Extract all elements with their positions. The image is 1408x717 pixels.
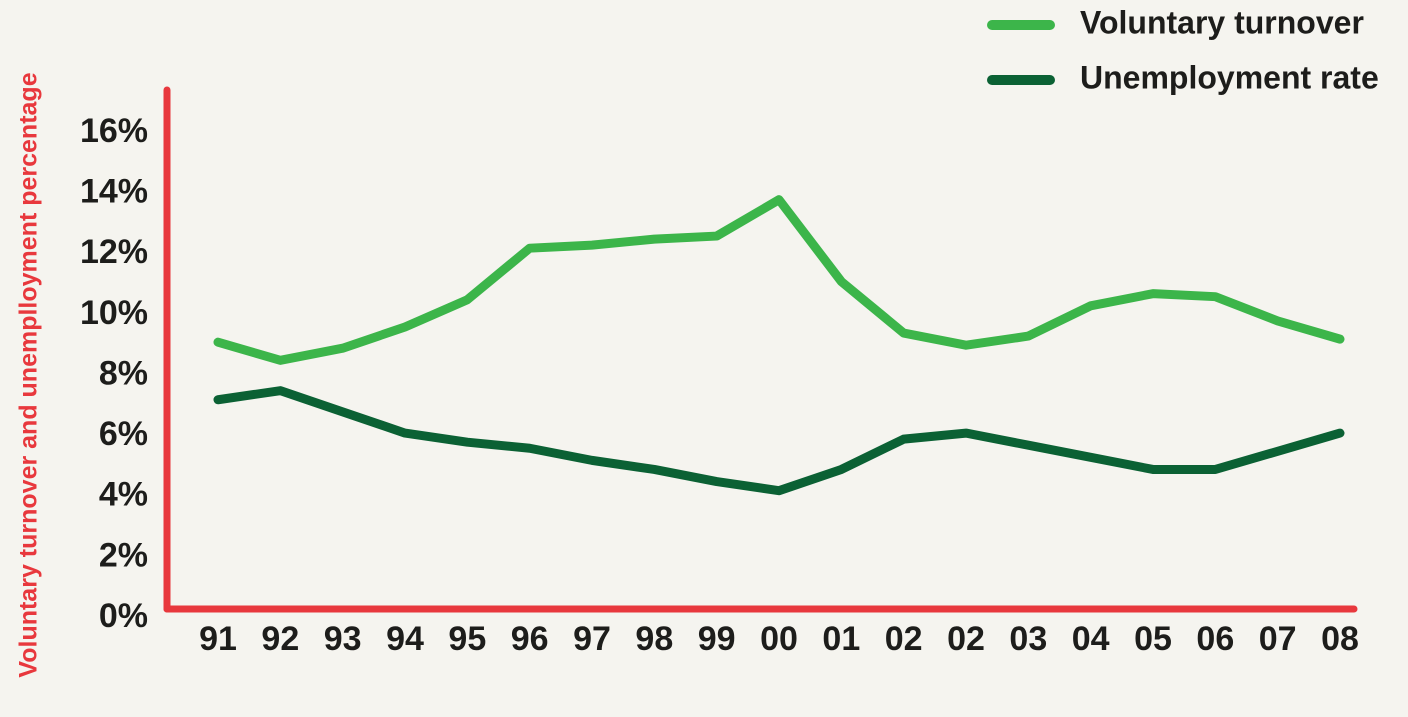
x-tick-label: 99 [698, 620, 736, 658]
x-tick-label: 00 [760, 620, 798, 658]
x-tick-label: 95 [448, 620, 486, 658]
x-tick-label: 93 [324, 620, 362, 658]
x-tick-label: 03 [1009, 620, 1047, 658]
y-tick-label: 8% [99, 354, 148, 392]
x-tick-label: 92 [261, 620, 299, 658]
y-tick-label: 16% [80, 112, 148, 150]
y-tick-label: 12% [80, 233, 148, 271]
y-tick-label: 2% [99, 536, 148, 574]
x-tick-label: 01 [822, 620, 860, 658]
x-tick-label: 02 [885, 620, 923, 658]
x-tick-label: 07 [1259, 620, 1297, 658]
y-axis-label: Voluntary turnover and unemplloyment per… [15, 72, 43, 677]
y-tick-label: 14% [80, 173, 148, 211]
x-tick-label: 05 [1134, 620, 1172, 658]
x-tick-label: 06 [1196, 620, 1234, 658]
legend-label: Unemployment rate [1080, 59, 1379, 95]
y-tick-label: 6% [99, 415, 148, 453]
x-tick-label: 08 [1321, 620, 1359, 658]
x-tick-label: 96 [511, 620, 549, 658]
x-tick-label: 97 [573, 620, 611, 658]
x-tick-label: 94 [386, 620, 424, 658]
y-tick-label: 4% [99, 476, 148, 514]
y-tick-label: 0% [99, 597, 148, 635]
line-series [213, 195, 1345, 365]
x-tick-label: 91 [199, 620, 237, 658]
legend-label: Voluntary turnover [1080, 4, 1364, 40]
x-tick-label: 98 [635, 620, 673, 658]
x-tick-label: 02 [947, 620, 985, 658]
x-tick-label: 04 [1072, 620, 1110, 658]
y-tick-label: 10% [80, 294, 148, 332]
line-series [213, 386, 1345, 496]
